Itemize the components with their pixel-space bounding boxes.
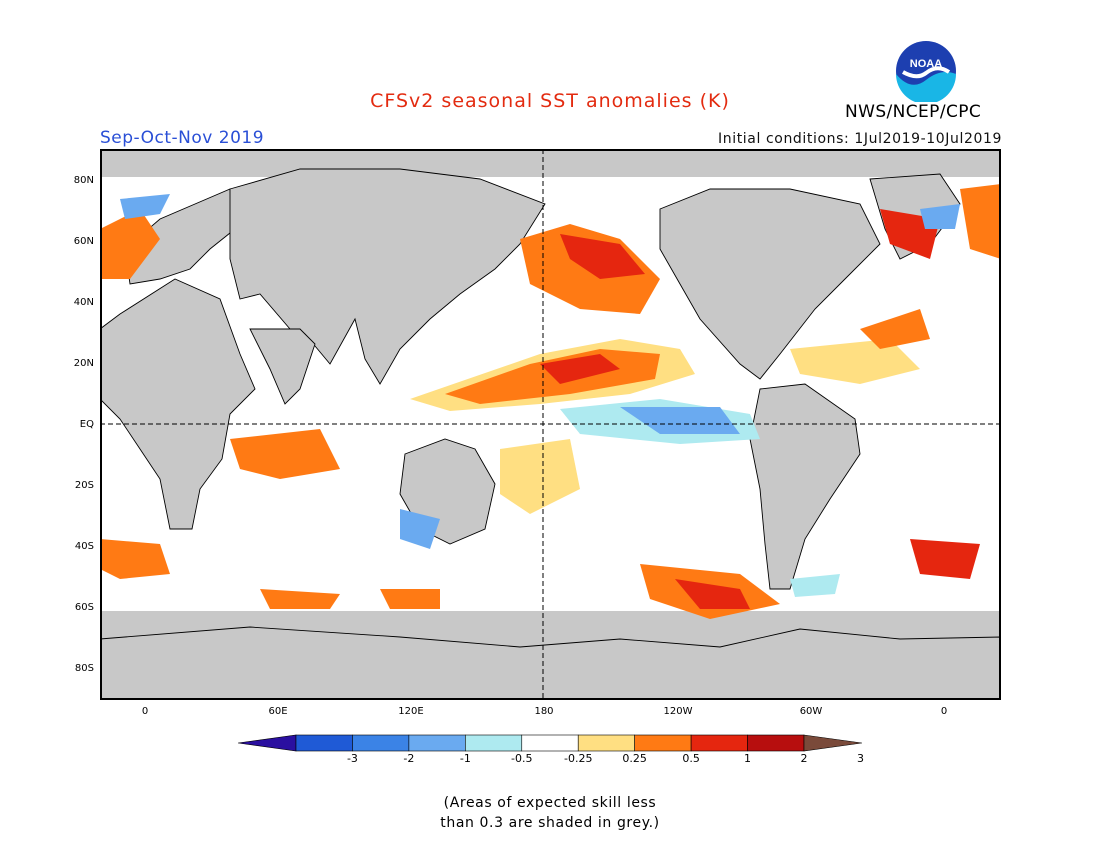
skill-footnote: (Areas of expected skill less than 0.3 a… xyxy=(0,793,1100,833)
warm-anomalies xyxy=(100,184,1001,619)
footnote-line: (Areas of expected skill less xyxy=(443,795,657,811)
lat-label: EQ xyxy=(79,419,94,430)
noaa-logo: NOAA xyxy=(896,41,956,102)
lat-label: 60N xyxy=(73,236,94,247)
colorbar-tick-label: 0.25 xyxy=(622,752,647,765)
map-title: CFSv2 seasonal SST anomalies (K) xyxy=(370,90,730,112)
lat-label: 80S xyxy=(74,663,94,674)
lon-label: 120W xyxy=(663,706,693,717)
colorbar-tick-label: -1 xyxy=(459,752,471,765)
colorbar-bin xyxy=(352,734,410,752)
low-skill-mask-north xyxy=(100,149,1001,177)
lon-label: 180 xyxy=(534,706,554,717)
lon-label: 0 xyxy=(940,706,948,717)
initial-conditions-label: Initial conditions: 1Jul2019-10Jul2019 xyxy=(718,131,1002,147)
colorbar-tick-label: 3 xyxy=(856,752,864,765)
lon-label: 60W xyxy=(799,706,823,717)
colorbar-bin xyxy=(465,734,523,752)
colorbar-end-high xyxy=(803,734,862,752)
season-label: Sep-Oct-Nov 2019 xyxy=(100,128,265,148)
lat-label: 40S xyxy=(74,541,94,552)
land xyxy=(100,168,1001,700)
colorbar-bin xyxy=(521,734,579,752)
colorbar-tick-label: -0.5 xyxy=(511,752,533,765)
colorbar-tick-label: 2 xyxy=(800,752,808,765)
lat-label: 60S xyxy=(74,602,94,613)
footnote-line: than 0.3 are shaded in grey.) xyxy=(440,815,660,831)
colorbar-tick-label: 1 xyxy=(744,752,752,765)
sst-anomaly-map xyxy=(100,149,1001,700)
colorbar-bin xyxy=(690,734,748,752)
colorbar xyxy=(238,734,862,752)
map-frame xyxy=(100,149,1001,700)
colorbar-bin xyxy=(577,734,635,752)
colorbar-tick-label: -0.25 xyxy=(563,752,593,765)
agency-label: NWS/NCEP/CPC xyxy=(845,102,982,122)
lat-label: 20N xyxy=(73,358,94,369)
colorbar-bin xyxy=(747,734,805,752)
cool-anomalies xyxy=(120,194,960,597)
lat-label: 40N xyxy=(73,297,94,308)
colorbar-bin xyxy=(408,734,466,752)
colorbar-bin xyxy=(295,734,353,752)
colorbar-end-low xyxy=(238,734,297,752)
lon-label: 120E xyxy=(398,706,424,717)
colorbar-tick-label: -2 xyxy=(403,752,415,765)
colorbar-bin xyxy=(634,734,692,752)
lon-label: 0 xyxy=(141,706,149,717)
lat-label: 80N xyxy=(73,175,94,186)
lon-label: 60E xyxy=(268,706,288,717)
lat-label: 20S xyxy=(74,480,94,491)
colorbar-tick-label: 0.5 xyxy=(682,752,700,765)
colorbar-tick-label: -3 xyxy=(346,752,358,765)
logo-text: NOAA xyxy=(910,58,942,70)
